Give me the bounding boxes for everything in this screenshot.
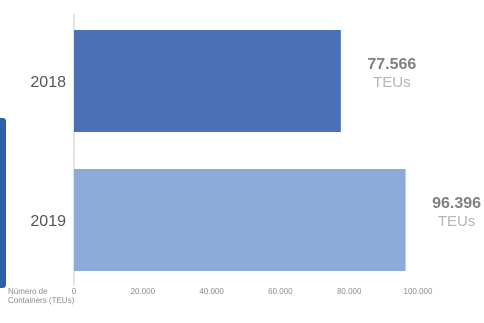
edge-accent-shape <box>0 118 6 288</box>
x-tick-label: 60.000 <box>268 287 293 296</box>
unit-label-2018: TEUs <box>373 74 411 91</box>
x-tick-label: 0 <box>72 287 77 296</box>
value-label-2018: 77.566 <box>367 56 416 73</box>
x-tick-label: 100.000 <box>404 287 433 296</box>
x-axis-title: Número de Containers (TEUs) <box>8 287 75 305</box>
x-tick-labels-group: 0 20.000 40.000 60.000 80.000 100.000 <box>72 287 433 296</box>
bar-2019 <box>74 169 406 271</box>
x-tick-label: 20.000 <box>131 287 156 296</box>
x-tick-label: 80.000 <box>337 287 362 296</box>
unit-label-2019: TEUs <box>438 213 476 230</box>
x-axis-title-line-2: Containers (TEUs) <box>8 296 75 305</box>
category-label-2018: 2018 <box>30 74 66 91</box>
x-axis-title-line-1: Número de <box>8 287 48 296</box>
x-tick-label: 40.000 <box>199 287 224 296</box>
bar-2018 <box>74 30 341 132</box>
bars-group <box>74 30 406 271</box>
value-label-2019: 96.396 <box>432 195 481 212</box>
category-label-2019: 2019 <box>30 213 66 230</box>
category-labels-group: 2018 2019 <box>30 74 66 230</box>
